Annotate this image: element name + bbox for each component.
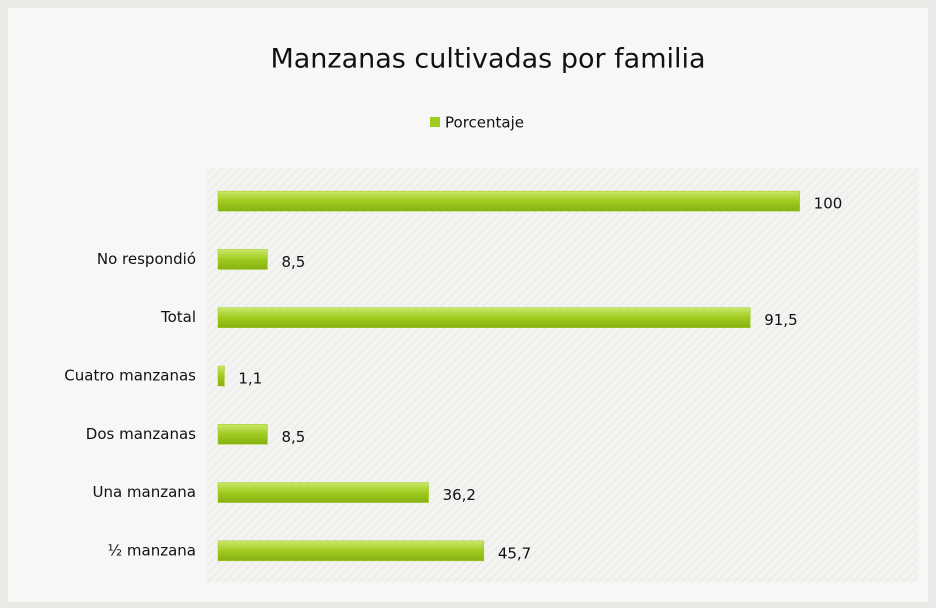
data-label: 8,5 <box>281 253 305 271</box>
data-label: 1,1 <box>238 370 262 388</box>
y-tick-label: Cuatro manzanas <box>64 367 196 385</box>
y-tick-label: Una manzana <box>92 483 196 501</box>
y-tick-label: Total <box>160 308 196 326</box>
chart-title: Manzanas cultivadas por familia <box>270 44 705 75</box>
bar <box>217 424 268 445</box>
data-label: 8,5 <box>281 428 305 446</box>
bar <box>217 540 485 562</box>
data-label: 36,2 <box>443 486 476 504</box>
bar <box>217 190 800 212</box>
bar <box>217 365 225 387</box>
legend-label: Porcentaje <box>445 114 524 132</box>
bar <box>217 482 429 503</box>
y-tick-label: ½ manzana <box>108 541 196 559</box>
data-label: 100 <box>814 195 843 213</box>
data-label: 91,5 <box>764 311 797 329</box>
y-tick-label: Dos manzanas <box>86 425 196 443</box>
data-label: 45,7 <box>498 544 531 562</box>
legend-swatch <box>430 117 440 127</box>
bar <box>217 249 268 270</box>
y-tick-label: No respondió <box>97 250 196 268</box>
plot-area <box>206 168 918 582</box>
bar <box>217 307 751 328</box>
